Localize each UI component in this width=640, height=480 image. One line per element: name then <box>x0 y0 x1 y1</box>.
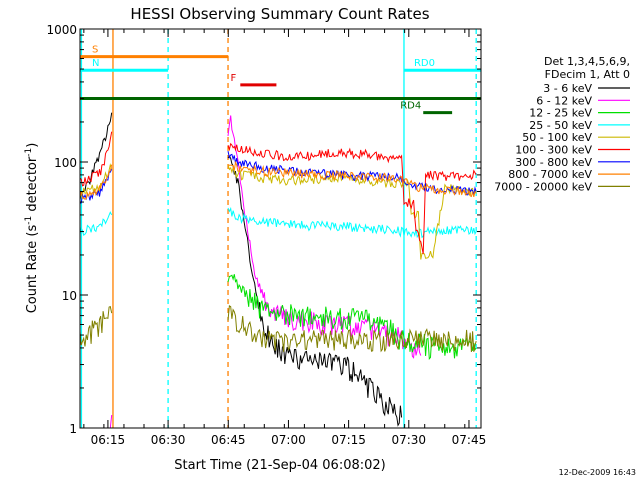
legend-entry-0: 3 - 6 keV <box>543 82 592 95</box>
series-line-7 <box>79 160 477 200</box>
legend-entry-3: 25 - 50 keV <box>529 119 592 132</box>
x-axis-label: Start Time (21-Sep-04 06:08:02) <box>174 458 385 473</box>
y-tick-label-3: 1000 <box>46 23 77 37</box>
axes-frame <box>79 28 482 429</box>
x-tick-label-4: 07:15 <box>331 433 366 447</box>
plot-area <box>80 29 481 428</box>
series-line-3 <box>79 206 477 239</box>
series-line-4 <box>79 163 477 260</box>
y-tick-label-0: 1 <box>69 422 77 436</box>
series-line-8 <box>79 305 477 353</box>
flag-label-5: RD4 <box>400 101 421 112</box>
timestamp: 12-Dec-2009 16:43 <box>559 468 636 477</box>
legend: Det 1,3,4,5,6,9,FDecim 1, Att 03 - 6 keV… <box>494 55 630 193</box>
legend-entry-7: 800 - 7000 keV <box>508 168 592 181</box>
x-tick-label-1: 06:30 <box>151 433 186 447</box>
legend-entry-2: 12 - 25 keV <box>529 107 592 120</box>
series-line-5 <box>79 131 477 254</box>
chart-title: HESSI Observing Summary Count Rates <box>130 5 429 23</box>
flag-bars: SN F RD0 RD4 <box>80 45 481 115</box>
legend-header-2: FDecim 1, Att 0 <box>545 68 630 81</box>
x-tick-label-5: 07:30 <box>391 433 426 447</box>
legend-entry-5: 100 - 300 keV <box>515 144 592 157</box>
series-layer <box>79 112 477 429</box>
plot-background <box>80 29 481 428</box>
y-tick-label-1: 10 <box>62 289 77 303</box>
legend-entry-4: 50 - 100 keV <box>522 131 592 144</box>
legend-entry-6: 300 - 800 keV <box>515 156 592 169</box>
y-tick-label-2: 100 <box>54 156 77 170</box>
x-tick-label-2: 06:45 <box>211 433 246 447</box>
legend-entry-8: 7000 - 20000 keV <box>494 180 592 193</box>
legend-header-1: Det 1,3,4,5,6,9, <box>544 55 630 68</box>
flag-label-4: RD0 <box>414 58 435 69</box>
legend-entry-1: 6 - 12 keV <box>536 94 592 107</box>
axes: 06:15 06:30 06:45 07:00 07:15 07:30 07:45 1 10 10… <box>46 23 486 447</box>
flag-label-2: F <box>231 73 237 84</box>
y-axis-label: Count Rate (s-1 detector-1) <box>24 143 40 314</box>
x-tick-label-3: 07:00 <box>271 433 306 447</box>
x-tick-label-0: 06:15 <box>91 433 126 447</box>
flag-label-1: N <box>92 58 99 69</box>
flag-label-0: S <box>92 45 98 56</box>
x-tick-label-6: 07:45 <box>452 433 487 447</box>
